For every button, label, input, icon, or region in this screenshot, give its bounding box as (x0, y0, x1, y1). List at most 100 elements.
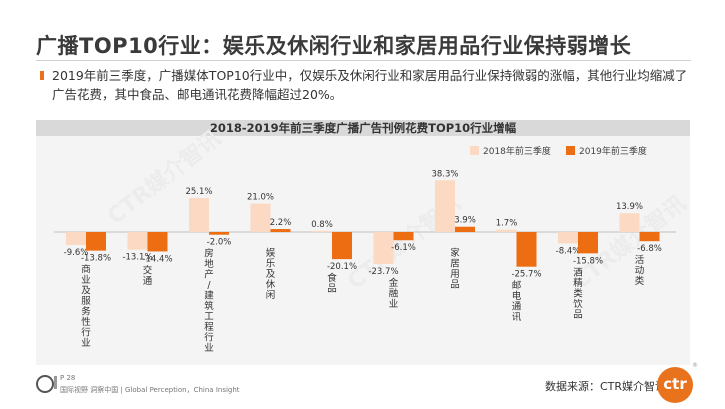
page-title: 广播TOP10行业：娱乐及休闲行业和家居用品行业保持弱增长 (36, 34, 632, 58)
category-label-char: 建 (204, 290, 214, 302)
category-label-char: 酒 (573, 267, 583, 278)
category-label-char: 家 (450, 247, 460, 259)
category-label-char: 品 (327, 284, 337, 295)
category-label-char: 程 (204, 322, 214, 333)
category-label-char: 通 (143, 276, 153, 287)
data-label: -23.7% (368, 267, 398, 277)
footer-logo-icon (36, 375, 54, 393)
bar (127, 232, 148, 250)
category-label-char: 电 (512, 290, 522, 302)
bar (312, 230, 332, 232)
data-label: 38.3% (431, 169, 458, 179)
category-label-char: 行 (81, 327, 91, 339)
data-label: -2.0% (207, 238, 232, 248)
page-number: P 28 (60, 374, 76, 382)
bar (558, 232, 578, 244)
data-label: 25.1% (185, 187, 212, 197)
bar (66, 232, 86, 245)
data-label: -13.8% (81, 254, 111, 264)
bar (189, 198, 209, 232)
category-label-char: 居 (450, 259, 460, 270)
category-label-char: 融 (389, 288, 399, 299)
footer-tagline: 国际视野 洞察中国 | Global Perception，China Insi… (60, 386, 240, 394)
data-source: 数据来源：CTR媒介智讯 (545, 380, 667, 393)
category-label-char: 及 (81, 286, 91, 297)
data-label: -15.8% (573, 256, 603, 266)
category-label-char: 性 (81, 316, 91, 328)
title-divider (36, 60, 691, 61)
category-label-char: 金 (389, 277, 399, 289)
category-label-char: 地 (204, 258, 214, 270)
category-label-char: 品 (450, 280, 460, 291)
category-label-char: 服 (81, 296, 91, 307)
category-label-char: 乐 (266, 258, 276, 270)
category-label-char: 务 (81, 306, 91, 318)
bar (250, 203, 271, 232)
legend-label: 2019年前三季度 (579, 145, 647, 157)
data-label: -6.8% (637, 244, 662, 254)
bar (373, 232, 394, 264)
data-label: 2.2% (270, 218, 292, 228)
category-label-char: 饮 (573, 298, 583, 310)
data-label: 1.7% (496, 219, 518, 229)
category-label-char: 房 (204, 248, 214, 260)
bar (639, 232, 660, 242)
bar-chart: 2018年前三季度 2019年前三季度-9.6%-13.8%商业及服务性行业-13… (54, 145, 676, 354)
data-label: 3.9% (454, 216, 476, 226)
category-label-char: 休 (266, 279, 276, 291)
category-label-char: 通 (512, 302, 522, 313)
legend-swatch (566, 146, 575, 155)
description-text: 2019年前三季度，广播媒体TOP10行业中，仅娱乐及休闲行业和家居用品行业保持… (52, 68, 688, 102)
data-label: -6.1% (391, 243, 416, 253)
category-label-char: 类 (573, 287, 583, 299)
legend-label: 2018年前三季度 (483, 145, 551, 157)
bar (578, 232, 598, 254)
data-label: -13.1% (122, 253, 152, 263)
bar (270, 229, 291, 232)
registered-mark: ® (692, 362, 698, 369)
bar (455, 226, 475, 232)
category-label-char: 娱 (266, 247, 276, 259)
category-label-char: 讯 (512, 312, 522, 323)
category-label-char: / (207, 280, 211, 291)
bar (147, 232, 168, 252)
category-label-char: 业 (389, 299, 399, 310)
data-label: -9.6% (64, 248, 89, 258)
category-label-char: 业 (81, 275, 91, 286)
category-label-char: 行 (204, 332, 214, 344)
bar (393, 232, 414, 241)
category-label-char: 商 (81, 264, 91, 276)
category-label-char: 及 (266, 269, 276, 280)
category-label-char: 产 (204, 269, 214, 281)
data-label: -8.4% (556, 246, 581, 256)
bar (209, 232, 229, 235)
data-label: -14.4% (142, 254, 172, 264)
bullet-marker (40, 71, 44, 80)
footer-divider (54, 376, 57, 389)
bar (619, 213, 640, 232)
category-label-char: 业 (204, 343, 214, 354)
category-label-char: 筑 (204, 300, 214, 312)
bar (86, 232, 106, 251)
category-label-char: 邮 (512, 280, 522, 292)
category-label-char: 工 (204, 312, 214, 323)
category-label-char: 类 (635, 275, 645, 287)
category-label-char: 闲 (266, 290, 276, 301)
category-label-char: 交 (143, 264, 153, 276)
data-label: -25.7% (511, 270, 541, 280)
data-label: 13.9% (616, 202, 643, 212)
chart-title: 2018-2019年前三季度广播广告刊例花费TOP10行业增幅 (36, 120, 690, 136)
bar (332, 232, 352, 260)
category-label-char: 食 (327, 272, 337, 284)
title-bar: 广播TOP10行业：娱乐及休闲行业和家居用品行业保持弱增长 (0, 0, 725, 61)
data-label: -20.1% (327, 262, 357, 272)
ctr-logo: ctr (657, 367, 693, 403)
data-label: 0.8% (311, 220, 333, 230)
category-label-char: 精 (573, 277, 583, 289)
bar (435, 180, 455, 232)
bar (516, 232, 537, 267)
bar (496, 229, 517, 232)
legend-swatch (470, 146, 479, 155)
category-label-char: 动 (635, 266, 645, 277)
category-label-char: 活 (635, 254, 645, 266)
